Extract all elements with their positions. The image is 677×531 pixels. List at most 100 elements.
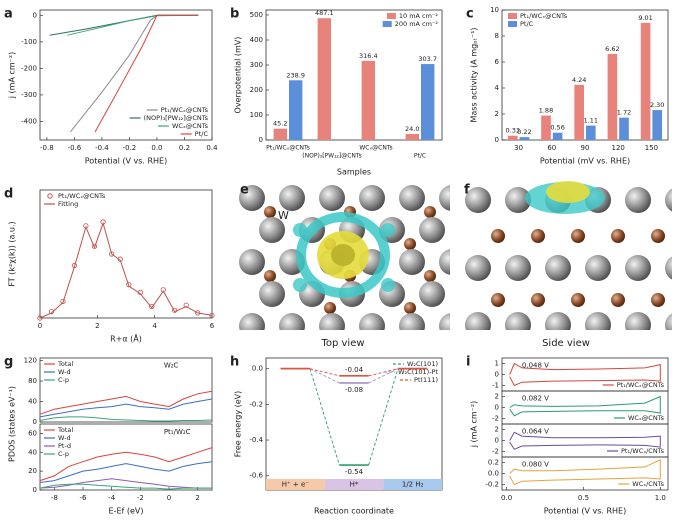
plot-frame [39,9,213,141]
y-tick-label: 0 [33,418,37,426]
data-label: 24.0 [405,125,419,133]
x-tick-label: 1.0 [655,494,666,502]
y-tick-label: -400 [21,117,37,125]
x-tick-label: 0.4 [206,144,218,152]
data-point [149,303,155,310]
y-tick-label: 0 [33,486,37,494]
x-tick-label: -6 [80,494,88,502]
connector [309,368,340,466]
data-line [49,14,199,36]
y-tick-label: -0.4 [249,436,263,444]
x-axis-label: Potential (V vs. RHE) [85,157,167,166]
annotation: Pt₁/W₂C [164,428,191,436]
y-tick-label: -300 [21,91,37,99]
y-tick-label: 0 [495,404,499,412]
legend-swatch [382,21,392,27]
legend-label: 200 mA cm⁻² [395,20,439,28]
data-point [183,302,189,308]
connector [368,368,399,384]
annotation: W₂C [164,362,179,370]
top-view-structure [239,185,485,330]
charge-density [331,244,355,266]
w-atom [359,313,385,330]
data-line [39,416,213,422]
w-atom [459,281,485,307]
bar [607,53,618,140]
x-tick-label: Pt₁/WCₓ@CNTs [266,145,310,152]
x-tick-label: 30 [514,144,523,152]
bar [421,64,435,140]
w-atom [279,185,305,211]
connector [368,368,399,466]
annotation: 0.080 V [522,460,549,468]
y-tick-label: 0.0 [488,470,499,478]
connector [309,368,340,377]
bar [640,22,651,140]
legend-label: Pt₁/WCₓ/CNTs [621,447,665,455]
legend-label: C-p [58,450,69,458]
panel-letter: c [466,7,474,22]
y-tick-label: 6 [495,58,500,66]
legend-label: Pt₁/WCₓ@CNTs [520,12,568,20]
legend-label: W₂C(101) [407,360,438,368]
y-tick-label: 40 [28,448,37,456]
bar [361,60,375,140]
bar [574,84,584,140]
w-atom [239,249,265,275]
w-atom [259,217,285,243]
w-atom [419,217,445,243]
y-axis-label: PDOS (states eV⁻¹) [8,386,17,462]
c-atom [404,238,416,250]
data-label: 9.01 [638,14,652,22]
data-line [94,14,199,133]
charge-density [381,223,395,237]
x-tick-label: -0.2 [123,144,137,152]
y-tick-label: 0 [259,136,263,144]
y-axis-label: Overpotential (mV) [234,37,243,114]
x-axis-label: R+α (Å) [110,333,142,344]
y-tick-label: 2 [495,393,499,401]
panel-letter: i [466,355,470,370]
charge-density [293,278,307,292]
y-tick-label: 4 [495,84,500,92]
legend-swatch [508,21,517,27]
y-tick-label: 20 [28,467,37,475]
data-line [39,461,213,483]
legend-label: Pt(111) [414,376,438,384]
x-tick-label: 2 [195,494,199,502]
c-atom [424,270,436,282]
c-atom [571,229,585,243]
category-band [266,479,325,490]
y-tick-label: -0.6 [249,472,263,480]
w-atom [505,187,531,213]
legend-label: Pt₁/WCₓ@CNTs [617,381,665,389]
data-line [509,431,661,450]
data-label: 45.2 [273,120,287,128]
x-tick-label: 0 [38,322,42,330]
w-atom [399,185,425,211]
legend-label: W₂C(101)-Pt [398,368,438,376]
annotation: 0.082 V [522,394,549,402]
c-atom [424,206,436,218]
data-line [39,390,213,415]
legend-label: Pt₁/WCₓ@CNTs [58,192,106,200]
bar [289,80,303,140]
data-line [509,395,661,417]
x-tick-label: 0.0 [151,144,162,152]
bar [507,135,518,140]
data-label: 487.1 [315,9,334,17]
data-line [509,362,661,387]
data-line [39,447,213,482]
bar [405,134,419,140]
w-atom [359,185,385,211]
plot-frame [265,9,443,141]
data-label: -0.04 [345,366,364,374]
data-point [109,251,115,257]
legend-swatch [47,193,53,199]
legend-label: WCₓ/CNTs [632,480,664,488]
y-tick-label: 8 [495,32,499,40]
legend-swatch [386,13,396,19]
data-label: 0.33 [506,127,520,135]
w-atom [459,217,485,243]
